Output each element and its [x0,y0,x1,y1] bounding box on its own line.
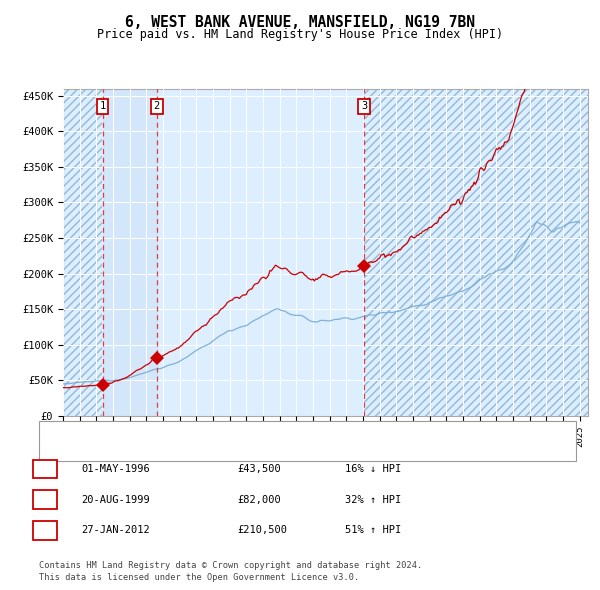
Text: HPI: Average price, detached house, Mansfield: HPI: Average price, detached house, Mans… [78,445,343,455]
Text: 2: 2 [42,495,48,504]
Text: £82,000: £82,000 [237,495,281,504]
Text: 3: 3 [361,101,367,112]
Text: 6, WEST BANK AVENUE, MANSFIELD, NG19 7BN: 6, WEST BANK AVENUE, MANSFIELD, NG19 7BN [125,15,475,30]
Text: 2: 2 [154,101,160,112]
Text: £43,500: £43,500 [237,464,281,474]
Text: Price paid vs. HM Land Registry's House Price Index (HPI): Price paid vs. HM Land Registry's House … [97,28,503,41]
Text: ——: —— [46,425,61,438]
Text: ——: —— [46,444,61,457]
Text: This data is licensed under the Open Government Licence v3.0.: This data is licensed under the Open Gov… [39,573,359,582]
Text: 16% ↓ HPI: 16% ↓ HPI [345,464,401,474]
Text: 27-JAN-2012: 27-JAN-2012 [81,526,150,535]
Text: 1: 1 [42,464,48,474]
Text: 1: 1 [100,101,106,112]
Text: 20-AUG-1999: 20-AUG-1999 [81,495,150,504]
Text: Contains HM Land Registry data © Crown copyright and database right 2024.: Contains HM Land Registry data © Crown c… [39,561,422,570]
Text: 32% ↑ HPI: 32% ↑ HPI [345,495,401,504]
Text: 3: 3 [42,526,48,535]
Bar [364,88,588,416]
Text: 01-MAY-1996: 01-MAY-1996 [81,464,150,474]
Text: 6, WEST BANK AVENUE, MANSFIELD, NG19 7BN (detached house): 6, WEST BANK AVENUE, MANSFIELD, NG19 7BN… [78,427,413,437]
Text: 51% ↑ HPI: 51% ↑ HPI [345,526,401,535]
Text: £210,500: £210,500 [237,526,287,535]
Bar [103,88,157,416]
Bar [63,88,103,416]
